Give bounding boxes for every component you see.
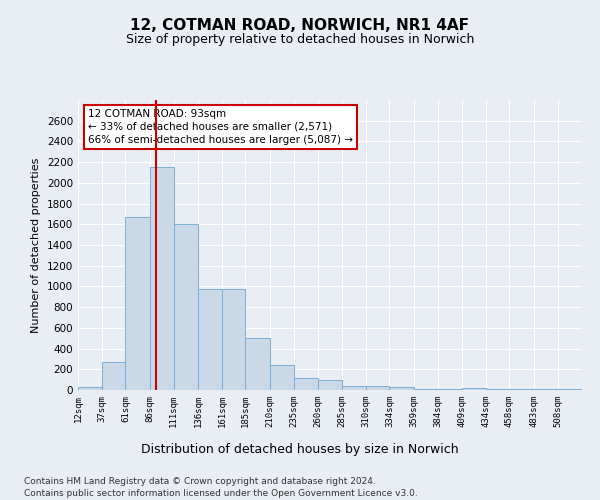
Bar xyxy=(462,388,486,390)
Bar xyxy=(245,338,269,390)
Text: Contains HM Land Registry data © Crown copyright and database right 2024.: Contains HM Land Registry data © Crown c… xyxy=(24,478,376,486)
Bar xyxy=(198,289,222,390)
Bar xyxy=(102,362,125,390)
Bar xyxy=(125,216,149,390)
Bar xyxy=(222,289,245,390)
Bar xyxy=(366,386,389,390)
Bar xyxy=(149,168,174,390)
Bar xyxy=(174,224,198,390)
Bar xyxy=(269,364,294,390)
Bar xyxy=(413,389,438,390)
Text: Distribution of detached houses by size in Norwich: Distribution of detached houses by size … xyxy=(141,442,459,456)
Text: 12 COTMAN ROAD: 93sqm
← 33% of detached houses are smaller (2,571)
66% of semi-d: 12 COTMAN ROAD: 93sqm ← 33% of detached … xyxy=(88,108,353,145)
Bar xyxy=(509,389,533,390)
Bar xyxy=(438,389,462,390)
Text: 12, COTMAN ROAD, NORWICH, NR1 4AF: 12, COTMAN ROAD, NORWICH, NR1 4AF xyxy=(131,18,470,32)
Text: Contains public sector information licensed under the Open Government Licence v3: Contains public sector information licen… xyxy=(24,489,418,498)
Text: Size of property relative to detached houses in Norwich: Size of property relative to detached ho… xyxy=(126,32,474,46)
Bar xyxy=(318,380,342,390)
Bar xyxy=(78,388,102,390)
Bar xyxy=(294,378,318,390)
Bar xyxy=(389,388,413,390)
Bar xyxy=(486,389,509,390)
Bar xyxy=(342,386,366,390)
Y-axis label: Number of detached properties: Number of detached properties xyxy=(31,158,41,332)
